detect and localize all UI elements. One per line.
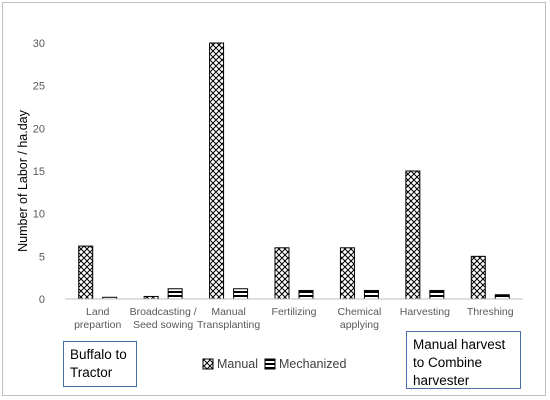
bar-manual bbox=[274, 247, 290, 300]
y-axis-label: Number of Labor / ha.day bbox=[16, 109, 30, 251]
legend-swatch-mechanized bbox=[264, 358, 276, 370]
y-tick-label: 20 bbox=[33, 123, 45, 135]
category-label: Land bbox=[86, 306, 110, 318]
legend: Manual Mechanized bbox=[202, 357, 346, 371]
bar-manual bbox=[339, 247, 355, 300]
category-label: Harvesting bbox=[400, 306, 450, 318]
bar-manual bbox=[405, 170, 421, 300]
y-tick-label: 25 bbox=[33, 81, 45, 93]
bars bbox=[78, 42, 510, 300]
category-label: Manual bbox=[211, 306, 245, 318]
annotation-buffalo-to-tractor: Buffalo to Tractor bbox=[63, 341, 137, 387]
annotation-line: to Combine bbox=[413, 355, 483, 370]
category-label: Chemical bbox=[338, 306, 382, 318]
bar-mechanized bbox=[167, 288, 183, 300]
bar-mechanized bbox=[363, 289, 379, 300]
category-label: prepartion bbox=[74, 319, 121, 331]
annotation-line: Tractor bbox=[70, 365, 113, 380]
bar-manual bbox=[470, 255, 486, 300]
annotation-line: Buffalo to bbox=[70, 347, 127, 362]
category-label: Broadcasting / bbox=[130, 306, 197, 318]
y-tick-label: 5 bbox=[39, 251, 45, 263]
category-label: Seed sowing bbox=[133, 319, 193, 331]
chart-frame: 0 5 10 15 20 25 30 Land prepartion Broadcasting … bbox=[2, 2, 546, 396]
category-label: Threshing bbox=[467, 306, 514, 318]
bar-manual bbox=[209, 42, 225, 300]
y-tick-label: 10 bbox=[33, 209, 45, 221]
legend-label-mechanized: Mechanized bbox=[279, 357, 346, 371]
y-tick-label: 30 bbox=[33, 38, 45, 50]
bar-mechanized bbox=[298, 289, 314, 300]
legend-swatch-manual bbox=[202, 358, 214, 370]
y-axis-ticks: 0 5 10 15 20 25 30 bbox=[33, 38, 45, 306]
category-label: Transplanting bbox=[197, 319, 260, 331]
bar-mechanized bbox=[494, 294, 510, 300]
legend-label-manual: Manual bbox=[217, 357, 258, 371]
annotation-line: harvester bbox=[413, 373, 470, 388]
bar-mechanized bbox=[233, 288, 249, 300]
bar-manual bbox=[78, 245, 94, 300]
y-tick-label: 0 bbox=[39, 294, 45, 306]
annotation-manual-to-combine: Manual harvest to Combine harvester bbox=[406, 331, 521, 389]
category-label: Fertilizing bbox=[272, 306, 317, 318]
annotation-line: Manual harvest bbox=[413, 337, 506, 352]
category-label: applying bbox=[340, 319, 379, 331]
bar-mechanized bbox=[429, 289, 445, 300]
y-tick-label: 15 bbox=[33, 166, 45, 178]
